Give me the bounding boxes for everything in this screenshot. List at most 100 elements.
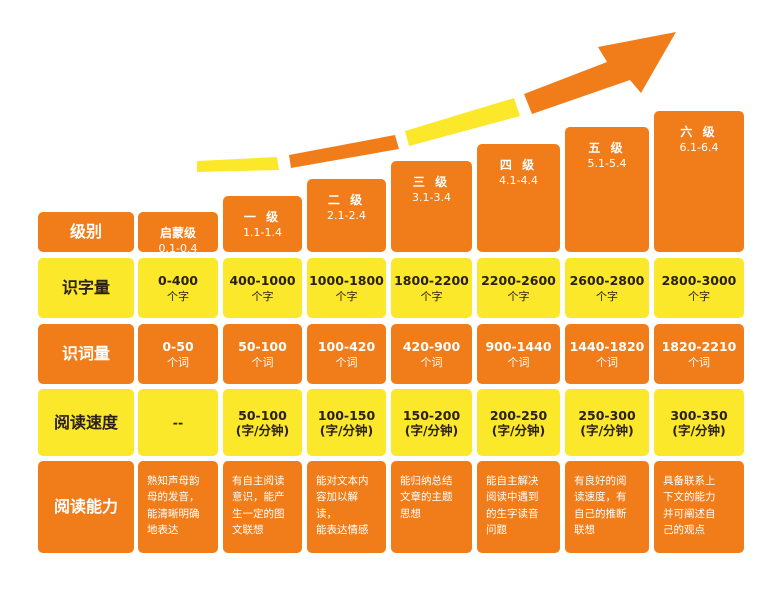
level-header: 五 级 5.1-5.4: [565, 127, 649, 252]
ability-line: 读速度，有: [574, 491, 627, 504]
ability-line: 地表达: [147, 523, 179, 536]
level-header: 启蒙级 0.1-0.4: [138, 212, 218, 256]
row-label-level: 级别: [38, 212, 134, 252]
ability-line: 并可阐述自: [663, 507, 716, 520]
ability-line: 有自主阅读: [232, 475, 285, 487]
ability-line: 有良好的阅: [574, 475, 627, 487]
ability-cell: 熟知声母韵母的发音， 能清晰明确地表达: [138, 461, 218, 553]
ability-cell: 有良好的阅读速度，有自己的推断联想: [565, 461, 649, 553]
ability-line: 意识，能产: [232, 491, 285, 504]
chars-cell: 0-400 个字: [138, 258, 218, 318]
words-unit: 个词: [596, 355, 618, 369]
ability-line: 能归纳总结: [400, 475, 453, 487]
speed-unit: (字/分钟): [580, 422, 634, 438]
speed-value: 200-250: [489, 407, 548, 423]
level-range: 5.1-5.4: [587, 157, 627, 171]
ability-line: 阅读中遇到: [486, 491, 539, 504]
words-cell: 1440-1820 个词: [565, 324, 649, 384]
ability-line: 思想: [400, 507, 421, 520]
row-label-words: 识词量: [38, 324, 134, 384]
chars-unit: 个字: [688, 289, 710, 303]
speed-unit: (字/分钟): [491, 422, 546, 438]
speed-value: 50-100: [238, 407, 287, 423]
row-label-text: 阅读能力: [53, 497, 118, 517]
row-label-ability: 阅读能力: [38, 461, 134, 553]
words-unit: 个词: [251, 355, 274, 369]
ability-line: 熟知声母韵: [147, 475, 200, 487]
arrow-segment-yellow: [405, 98, 520, 146]
words-value: 420-900: [402, 338, 461, 354]
words-cell: 900-1440 个词: [477, 324, 560, 384]
level-header: 三 级 3.1-3.4: [391, 161, 472, 252]
ability-line: 生一定的图: [232, 507, 285, 520]
level-name: 六 级: [680, 125, 718, 139]
ability-line: 能清晰明确: [147, 507, 200, 520]
words-value: 0-50: [162, 338, 194, 354]
speed-cell: 200-250 (字/分钟): [477, 389, 560, 456]
chars-unit: 个字: [251, 289, 274, 303]
chars-cell: 2600-2800 个字: [565, 258, 649, 318]
ability-line: 的生字读音: [486, 507, 539, 520]
arrow-segment-orange: [289, 135, 399, 168]
ability-cell: 有自主阅读意识，能产生一定的图文联想: [223, 461, 302, 553]
words-unit: 个词: [420, 355, 443, 369]
chars-cell: 1800-2200 个字: [391, 258, 472, 318]
ability-line: 容加以解读，: [316, 491, 358, 520]
ability-line: 能对文本内: [316, 475, 369, 487]
ability-line: 文章的主题: [400, 491, 453, 504]
words-value: 100-420: [317, 338, 376, 354]
level-name: 启蒙级: [159, 226, 196, 240]
level-header: 四 级 4.1-4.4: [477, 144, 560, 252]
chars-unit: 个字: [420, 289, 443, 303]
chars-cell: 2200-2600 个字: [477, 258, 560, 318]
ability-line: 具备联系上: [663, 475, 716, 487]
words-cell: 1820-2210 个词: [654, 324, 744, 384]
chars-unit: 个字: [167, 289, 189, 303]
chars-unit: 个字: [507, 289, 530, 303]
row-label-chars: 识字量: [38, 258, 134, 318]
level-header: 一 级 1.1-1.4: [223, 196, 302, 252]
speed-unit: (字/分钟): [404, 422, 459, 438]
level-range: 0.1-0.4: [158, 242, 198, 256]
ability-line: 能自主解决: [486, 475, 539, 487]
words-unit: 个词: [688, 355, 710, 369]
level-range: 4.1-4.4: [499, 174, 538, 188]
ability-line: 文联想: [232, 523, 264, 536]
words-value: 1820-2210: [661, 338, 737, 354]
chars-cell: 400-1000 个字: [223, 258, 302, 318]
words-unit: 个词: [507, 355, 530, 369]
ability-line: 自己的推断: [574, 507, 627, 520]
speed-cell: 150-200 (字/分钟): [391, 389, 472, 456]
level-header: 二 级 2.1-2.4: [307, 179, 386, 252]
words-value: 50-100: [238, 338, 287, 354]
row-label-text: 级别: [69, 222, 102, 242]
row-label-text: 识字量: [61, 278, 110, 298]
ability-line: 联想: [574, 523, 595, 536]
words-cell: 0-50 个词: [138, 324, 218, 384]
ability-cell: 具备联系上 下文的能力 并可阐述自 己的观点: [654, 461, 744, 553]
level-range: 1.1-1.4: [243, 226, 282, 240]
speed-value: --: [172, 415, 184, 430]
ability-line: 能表达情感: [316, 523, 369, 536]
level-name: 五 级: [588, 141, 626, 155]
level-range: 3.1-3.4: [412, 191, 451, 205]
speed-value: 150-200: [402, 407, 461, 423]
chars-value: 1000-1800: [309, 272, 384, 288]
chars-value: 2200-2600: [481, 272, 556, 288]
row-label-text: 识词量: [61, 344, 110, 364]
chars-unit: 个字: [596, 289, 618, 303]
speed-cell: 250-300 (字/分钟): [565, 389, 649, 456]
level-range: 6.1-6.4: [679, 141, 719, 155]
level-name: 三 级: [412, 175, 451, 189]
row-label-text: 阅读速度: [53, 412, 118, 432]
chars-cell: 2800-3000 个字: [654, 258, 744, 318]
level-header: 六 级 6.1-6.4: [654, 111, 744, 252]
ability-cell: 能自主解决 阅读中遇到 的生字读音 问题: [477, 461, 560, 553]
speed-cell: --: [138, 389, 218, 456]
ability-line: 母的发音，: [147, 491, 200, 504]
chars-cell: 1000-1800 个字: [307, 258, 386, 318]
level-name: 二 级: [327, 193, 366, 207]
arrow-segment-yellow: [197, 157, 279, 172]
speed-value: 250-300: [578, 407, 636, 423]
